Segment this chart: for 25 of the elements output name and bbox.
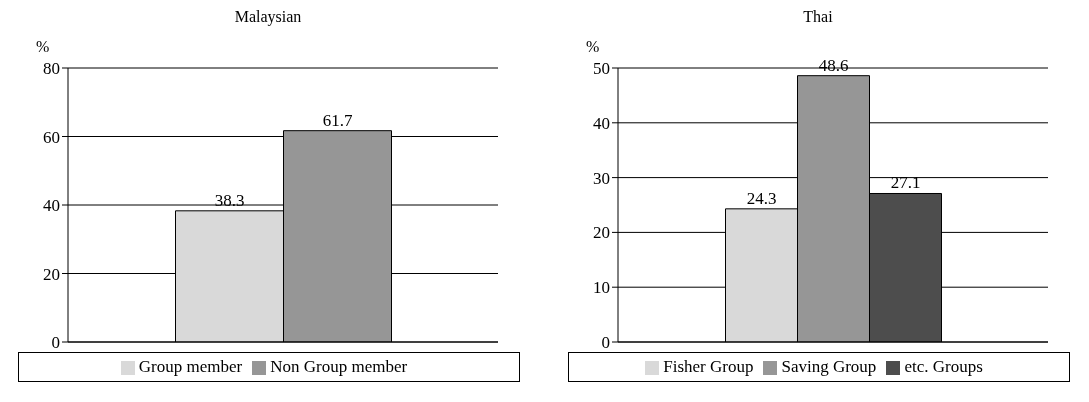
- y-tick-label: 40: [43, 196, 60, 216]
- y-tick-label: 0: [601, 333, 610, 353]
- legend-label: etc. Groups: [904, 357, 983, 376]
- data-label: 61.7: [322, 110, 353, 130]
- legend-label: Saving Group: [781, 357, 877, 376]
- y-tick-label: 20: [593, 223, 610, 243]
- legend-label: Fisher Group: [663, 357, 754, 376]
- y-tick-label: 50: [593, 59, 610, 79]
- data-label: 38.3: [214, 190, 245, 210]
- legend-label: Group member: [138, 357, 243, 376]
- y-tick-label: 40: [593, 113, 610, 133]
- data-label: 27.1: [890, 173, 921, 193]
- data-label: 24.3: [746, 188, 777, 208]
- chart-title: Thai: [802, 8, 834, 27]
- legend-label: Non Group member: [270, 357, 408, 376]
- y-axis-title: %: [586, 38, 600, 56]
- y-axis-title: %: [36, 38, 50, 56]
- y-tick-label: 0: [51, 333, 60, 353]
- y-tick-label: 20: [43, 264, 60, 284]
- chart-title: Malaysian: [233, 8, 303, 28]
- y-tick-label: 60: [43, 127, 60, 147]
- y-tick-label: 80: [43, 59, 60, 79]
- y-tick-label: 30: [593, 168, 610, 188]
- data-label: 48.6: [818, 55, 849, 75]
- y-tick-label: 10: [593, 278, 610, 298]
